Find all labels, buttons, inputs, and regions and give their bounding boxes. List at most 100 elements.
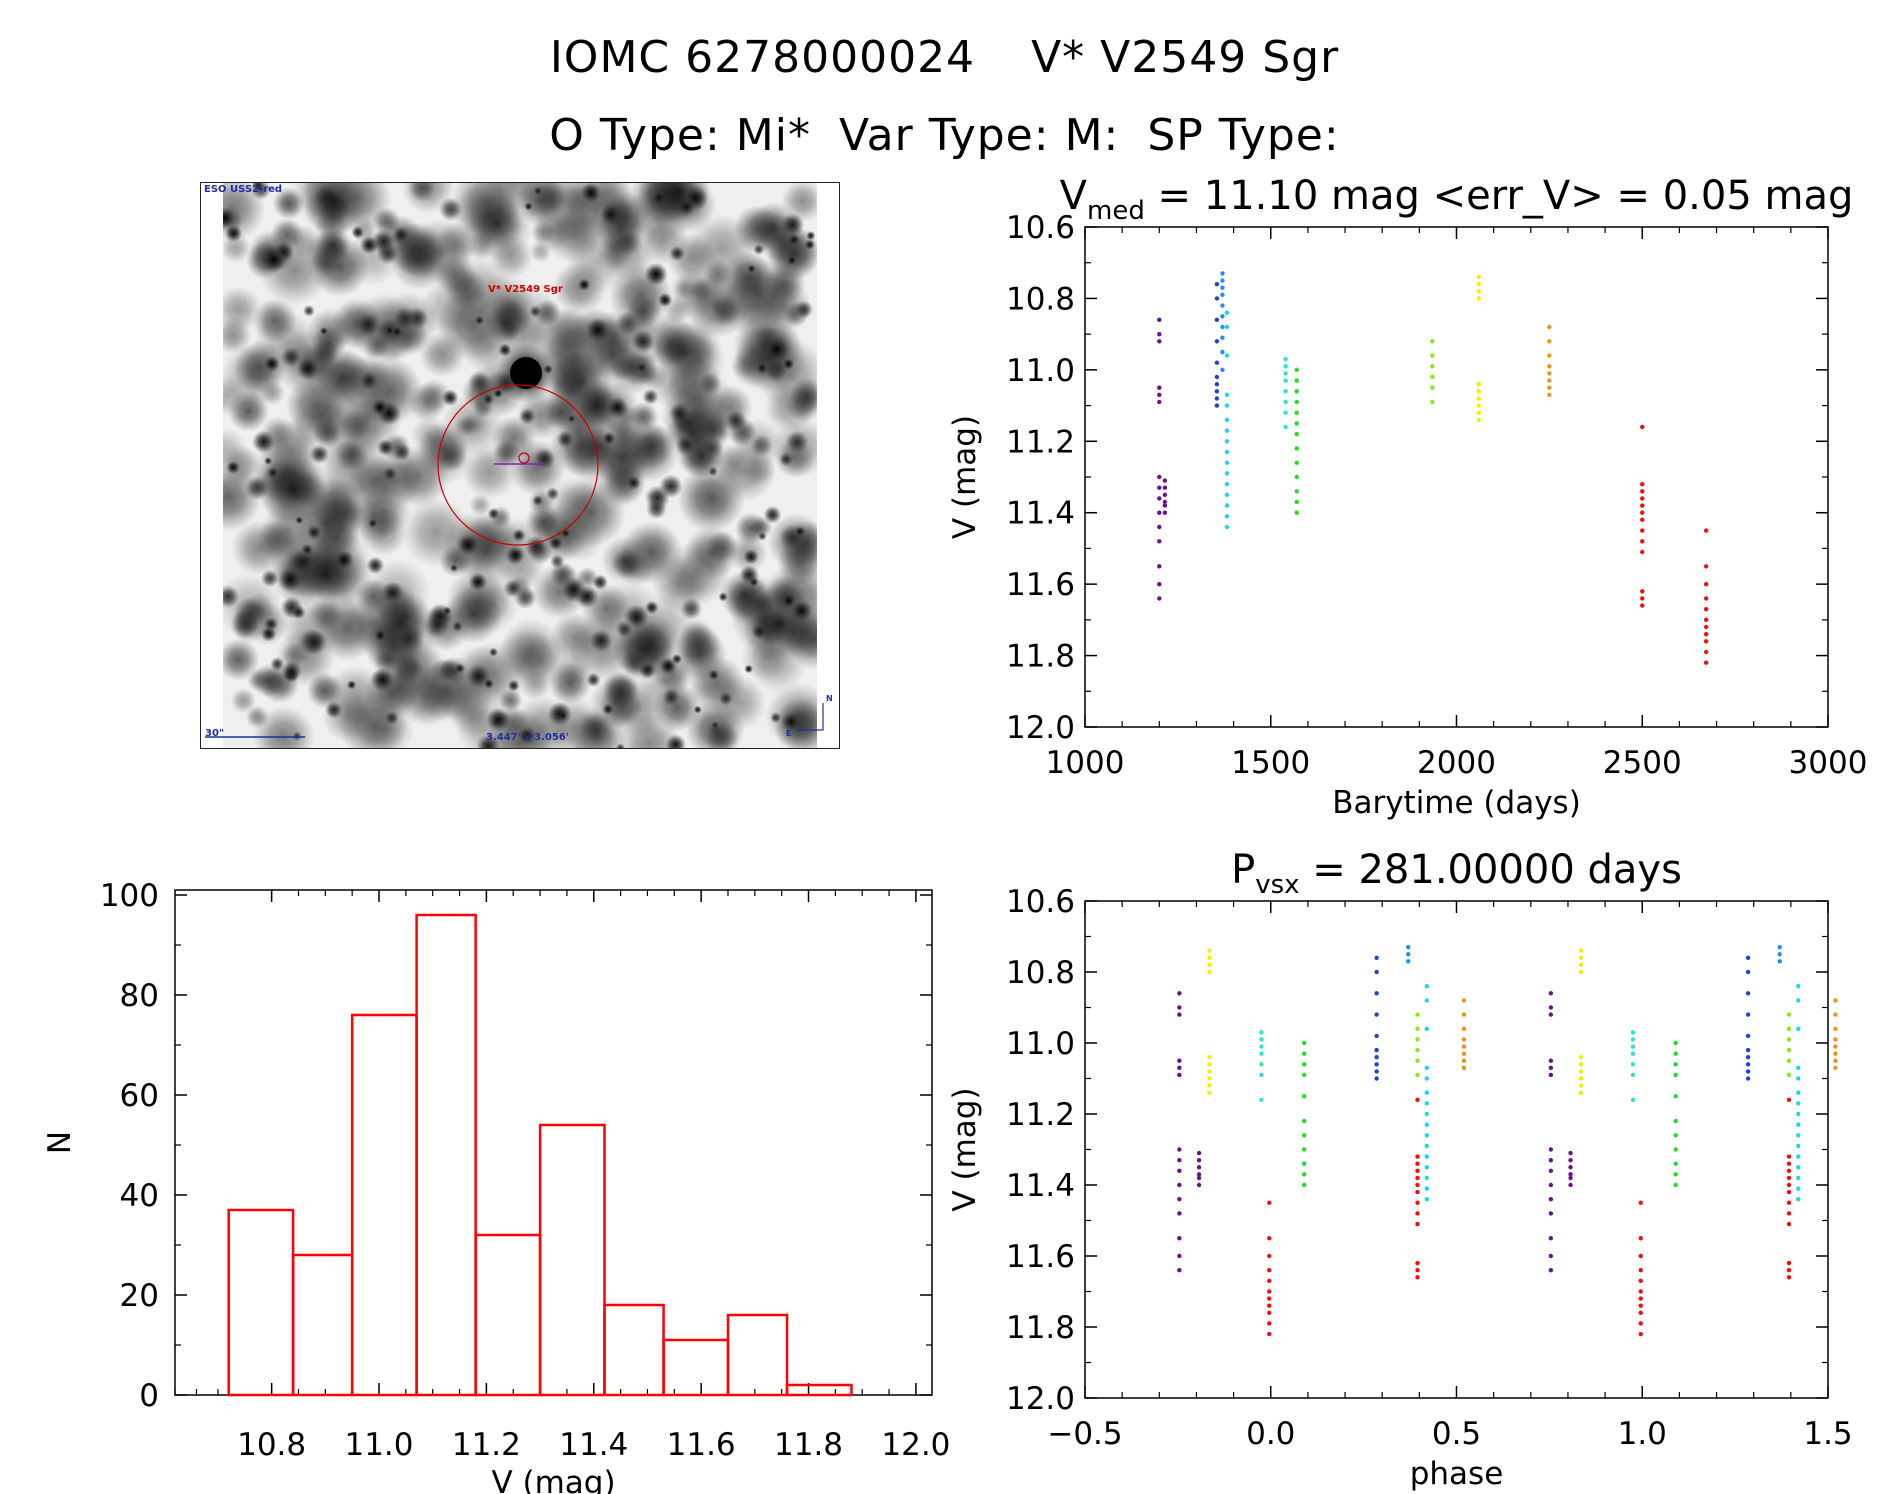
phased-point-red-b [1638,1278,1643,1284]
sky-haze [245,705,269,729]
phased-point-yellow [1578,969,1584,975]
phased-point-red [1786,1189,1792,1195]
sky-star [763,336,790,363]
phased-point-red-b [1638,1289,1643,1294]
phased-ylabel: V (mag) [947,1087,983,1211]
sky-star [465,663,491,689]
lightcurve-point-blue [1214,403,1220,408]
sky-star [664,734,687,748]
lightcurve-point-green [1294,460,1299,465]
lightcurve-point-cyan [1224,353,1230,358]
histogram-xtick-label: 11.0 [344,1427,413,1463]
lightcurve-point-green [1294,489,1299,494]
lightcurve-point-yellow [1476,281,1481,287]
lightcurve-point-orange [1547,324,1552,330]
lightcurve-point-blue [1214,381,1220,387]
phased-point-orange [1461,1065,1467,1071]
target-marker [518,452,530,464]
sky-star [636,362,648,373]
phased-point-blue [1374,1076,1379,1081]
sky-star [589,629,613,653]
phased-point-green [1673,1133,1678,1138]
phased-point-teal [1630,1097,1636,1103]
phased-point-lime [1415,1058,1420,1063]
sky-star [374,629,387,642]
sky-star [441,389,459,407]
phased-point-red [1786,1175,1792,1181]
lightcurve-point-red [1640,517,1645,523]
sky-star [301,629,328,655]
phased-point-red-b [1638,1321,1643,1326]
lightcurve-point-purple-b [1162,485,1168,490]
phased-point-red [1415,1189,1420,1195]
phased-point-cyan [1796,1076,1801,1081]
phased-point-red [1786,1268,1792,1273]
lightcurve-point-red-b [1703,624,1709,630]
phased-ytick-label: 11.8 [1006,1310,1075,1346]
sky-star [724,409,748,432]
phased-point-azure [1406,959,1411,964]
sky-star [454,662,466,674]
lightcurve-point-blue [1214,296,1220,301]
phased-point-red-b [1638,1236,1643,1241]
phased-point-red-b [1638,1200,1643,1205]
lightcurve-point-red-b [1703,564,1709,569]
phased-point-red [1415,1221,1420,1227]
phased-point-green [1673,1062,1678,1067]
sky-star [601,431,616,446]
phased-point-purple [1177,1147,1182,1152]
phased-point-lime [1786,1012,1792,1017]
lightcurve-point-red [1640,496,1645,501]
phased-point-teal [1259,1030,1264,1035]
phased-point-purple [1177,1182,1182,1188]
lightcurve-point-cyan [1224,439,1230,444]
phased-point-red-b [1638,1303,1643,1308]
histogram-bar [726,1313,789,1397]
sky-star [718,592,728,602]
lightcurve-point-teal [1283,424,1288,430]
phased-point-lime [1415,1047,1420,1053]
histogram-plot: 10.8 11.0 11.2 11.4 11.6 11.8 12.0 0 20 40 60 80 100… [42,878,950,1494]
phased-point-lime [1786,1058,1792,1063]
phased-point-green [1673,1051,1678,1056]
sky-star [556,430,575,449]
phased-point-cyan [1796,998,1801,1003]
phased-point-yellow [1578,1069,1584,1074]
phased-point-green [1673,1072,1678,1078]
lightcurve-point-teal [1283,371,1288,376]
phased-point-purple-b [1196,1150,1202,1156]
lightcurve-point-yellow [1476,410,1481,415]
histogram-bar [785,1383,853,1397]
sky-star [334,549,354,570]
lightcurve-point-yellow [1476,396,1481,401]
sky-star [739,564,760,586]
phased-point-green [1301,1051,1307,1056]
sky-star [296,357,320,381]
sky-star [468,572,488,592]
lightcurve-point-cyan [1224,417,1230,423]
sky-haze [215,286,262,333]
sky-star [778,452,794,467]
phased-point-azure [1406,952,1411,957]
phased-point-yellow [1207,948,1212,953]
phased-point-cyan [1796,1186,1801,1191]
histogram-ytick-label: 80 [120,978,159,1014]
histogram-frame [174,889,933,1396]
spectral-type: SP Type: [1147,110,1340,161]
sky-star [474,315,485,326]
sky-haze [419,331,466,378]
phased-point-cyan [1424,1154,1429,1159]
sky-star [384,325,395,336]
sky-star [668,402,691,424]
phased-point-red [1786,1221,1792,1227]
sky-star [424,612,450,639]
phased-point-purple [1548,1072,1554,1078]
phased-point-red [1786,1182,1792,1188]
lightcurve-point-red [1640,503,1645,508]
sky-haze [488,234,533,279]
lightcurve-point-orange [1547,339,1552,344]
phased-point-yellow [1207,1083,1212,1088]
sky-haze [467,370,492,394]
phased-point-red [1786,1200,1792,1205]
phased-point-green [1673,1182,1678,1188]
